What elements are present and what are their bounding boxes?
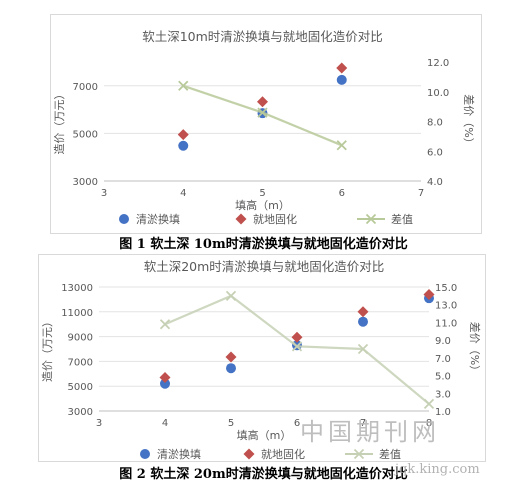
chart-2-y2-axis-label: 差价（%） [468, 322, 482, 376]
chart-2-legend-marker [140, 449, 150, 459]
chart-1-legend-label: 清淤换填 [136, 212, 180, 226]
chart-1-legend-marker [365, 213, 377, 225]
chart-1-data-point-series-1 [336, 62, 348, 74]
chart-2-legend-label: 差值 [379, 447, 401, 461]
chart-1-y-axis-label: 造价（万元） [52, 89, 66, 155]
chart-2-data-point-series-2 [225, 290, 237, 301]
chart-1-y2-tick-label: 12.0 [427, 58, 449, 69]
chart-1-legend-marker [119, 214, 129, 224]
chart-1-x-tick-label: 4 [180, 188, 186, 199]
chart-1-data-point-series-1 [257, 96, 268, 108]
chart-2-y2-tick-label: 3.0 [435, 389, 451, 400]
watermark-site: jqk.king.com [395, 462, 480, 477]
chart-2-data-point-series-2 [423, 398, 435, 410]
chart-2-y-axis-label: 造价（万元） [40, 316, 54, 382]
chart-2-y-tick-label: 7000 [68, 357, 93, 368]
chart-1-data-point-series-2 [257, 107, 268, 118]
chart-2-y-tick-label: 11000 [61, 308, 93, 319]
chart-2-svg: 软土深20m时清淤换填与就地固化造价对比 3000 5000 7000 9000 1100… [40, 259, 482, 461]
chart-2-y-tick-label: 3000 [68, 407, 93, 418]
chart-1-legend-label: 就地固化 [253, 212, 297, 226]
chart-1-svg: 软土深10m时清淤换填与就地固化造价对比 3000 5000 7000 3 4 5 6 74.0… [52, 29, 476, 226]
chart-2-y2-tick-label: 7.0 [435, 354, 451, 365]
chart-2-y2-tick-label: 9.0 [435, 336, 451, 347]
chart-2-data-point-series-1 [357, 306, 369, 318]
chart-2-x-tick-label: 8 [426, 418, 432, 429]
chart-1-data-point-series-2 [336, 140, 347, 151]
chart-2-y-tick-label: 5000 [68, 382, 93, 393]
chart-2-x-tick-label: 4 [162, 418, 168, 429]
chart-1-data-point-series-2 [178, 80, 189, 91]
chart-1-y-tick-label: 3000 [73, 177, 98, 188]
chart-1-x-tick-label: 5 [259, 188, 265, 199]
chart-2-data-point-series-1 [225, 351, 237, 363]
chart-2-data-point-series-0 [358, 316, 368, 327]
chart-2-legend-marker [243, 448, 255, 460]
chart-1-x-tick-label: 6 [339, 188, 345, 199]
chart-2-y2-tick-label: 11.0 [435, 318, 457, 329]
chart-2-y2-tick-label: 15.0 [435, 283, 457, 294]
chart-1-data-point-series-0 [178, 140, 189, 151]
chart-2-x-tick-label: 3 [96, 418, 102, 429]
chart-2-x-tick-label: 7 [360, 418, 366, 429]
watermark-text: 中国期刊网 [300, 418, 440, 446]
chart-1-x-axis-label: 填高（m） [235, 198, 290, 212]
chart-1-data-point-series-1 [177, 129, 189, 141]
chart-2-data-point-series-0 [160, 378, 170, 389]
chart-2-x-tick-label: 5 [228, 418, 234, 429]
chart-panel-2: 软土深20m时清淤换填与就地固化造价对比 3000 5000 7000 9000 1100… [38, 254, 486, 462]
chart-2-data-point-series-0 [226, 363, 236, 374]
chart-2-legend-label: 清淤换填 [157, 447, 201, 461]
chart-1-y2-tick-label: 6.0 [427, 147, 443, 158]
chart-2-data-point-series-2 [291, 341, 303, 352]
chart-2-y-tick-label: 9000 [68, 333, 93, 344]
chart-2-y2-tick-label: 13.0 [435, 301, 457, 312]
chart-1-x-tick-label: 3 [101, 188, 107, 199]
chart-1-y-tick-label: 5000 [73, 129, 98, 140]
figure-2-caption: 图 2 软土深 20m时清淤换填与就地固化造价对比 [119, 467, 408, 482]
chart-2-data-point-series-1 [423, 288, 435, 300]
chart-2-y2-tick-label: 5.0 [435, 372, 451, 383]
chart-2-x-axis-label: 填高（m） [237, 428, 292, 442]
chart-1-data-point-series-0 [336, 74, 347, 85]
chart-1-legend-label: 差值 [391, 212, 413, 226]
chart-1-y2-tick-label: 8.0 [427, 118, 443, 129]
chart-panel-1: 软土深10m时清淤换填与就地固化造价对比 3000 5000 7000 3 4 5 6 7 4.0… [50, 14, 482, 234]
chart-1-title: 软土深10m时清淤换填与就地固化造价对比 [142, 29, 383, 44]
chart-1-legend-marker [235, 213, 247, 225]
chart-2-x-tick-label: 6 [294, 418, 300, 429]
chart-1-x-tick-label: 7 [418, 188, 424, 199]
figure-1-caption: 图 1 软土深 10m时清淤换填与就地固化造价对比 [119, 237, 408, 252]
chart-1-y2-tick-label: 4.0 [427, 177, 443, 188]
chart-2-legend-marker [353, 448, 365, 460]
chart-2-data-point-series-2 [357, 343, 369, 355]
chart-1-y2-axis-label: 差价（%） [462, 94, 476, 148]
chart-2-legend-label: 就地固化 [261, 447, 305, 461]
chart-2-y2-tick-label: 1.0 [435, 407, 451, 418]
chart-1-y-tick-label: 7000 [73, 82, 98, 93]
chart-1-y2-tick-label: 10.0 [427, 88, 449, 99]
chart-2-data-point-series-1 [291, 331, 303, 343]
chart-2-data-point-series-2 [159, 319, 171, 330]
chart-2-y-tick-label: 13000 [61, 283, 93, 294]
chart-2-title: 软土深20m时清淤换填与就地固化造价对比 [144, 259, 385, 274]
